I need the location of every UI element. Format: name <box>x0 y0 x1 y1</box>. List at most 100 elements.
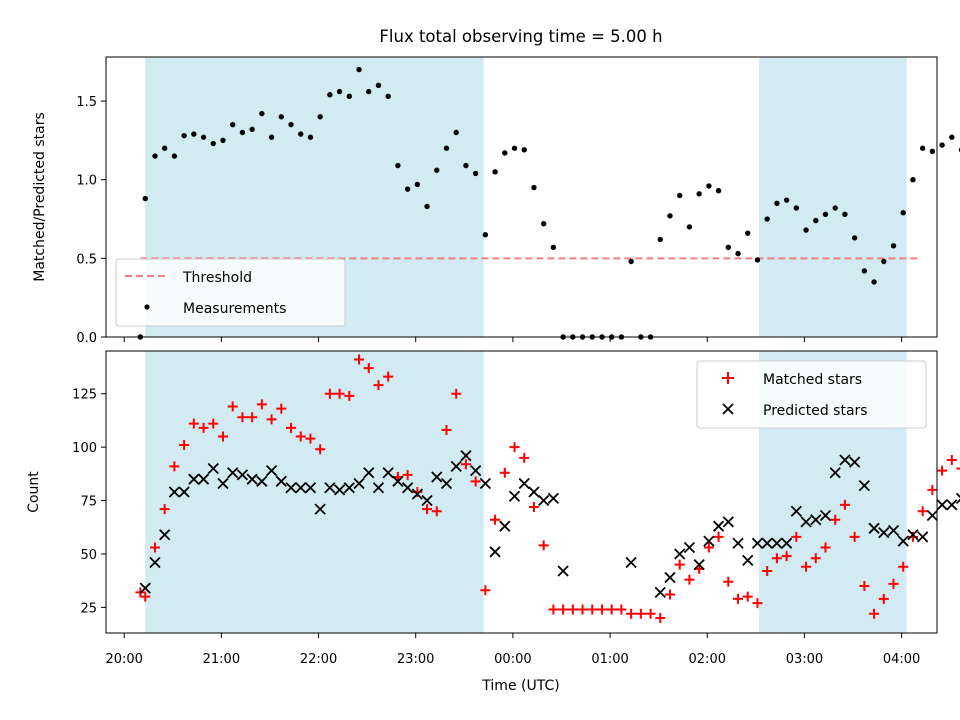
measurement-point <box>404 186 411 192</box>
matched-star-point <box>460 459 471 470</box>
predicted-star-point <box>625 556 637 569</box>
predicted-star-point <box>887 524 900 537</box>
measurement-point <box>540 221 547 227</box>
predicted-star-point <box>188 473 200 485</box>
predicted-star-point <box>917 531 929 543</box>
matched-star-point <box>198 422 209 433</box>
matched-star-point <box>305 433 316 444</box>
predicted-star-point <box>168 486 181 498</box>
x-tick-label: 00:00 <box>494 652 531 667</box>
predicted-star-point <box>314 503 326 515</box>
matched-star-point <box>820 542 831 553</box>
measurement-point <box>531 184 537 191</box>
predicted-star-point <box>333 484 346 496</box>
matched-star-point <box>383 371 394 382</box>
measurement-point <box>735 250 741 257</box>
measurement-point <box>774 200 780 206</box>
bottom-panel-ticks: 25 50 75 100 125 20:00 21:00 22:00 23:00 00:00 01:… <box>72 388 920 667</box>
measurement-point <box>686 224 693 230</box>
matched-star-point <box>286 422 297 433</box>
matched-star-point <box>266 414 277 425</box>
measurement-point <box>881 258 887 265</box>
measurement-point <box>745 230 751 236</box>
matched-star-point <box>324 388 335 399</box>
matched-star-point <box>684 574 695 585</box>
measurement-point <box>783 197 790 203</box>
matched-star-point <box>247 412 258 423</box>
predicted-star-point <box>674 548 686 560</box>
matched-star-point <box>519 452 530 463</box>
predicted-star-point <box>790 505 802 517</box>
matched-star-point <box>315 444 326 455</box>
bottom-y-axis-label: Count <box>26 471 42 513</box>
predicted-star-point <box>295 482 307 494</box>
x-tick-label: 01:00 <box>591 652 628 667</box>
predicted-star-point <box>722 516 734 528</box>
matched-star-point <box>859 581 870 591</box>
y-tick-label: 1.0 <box>76 174 97 189</box>
threshold-legend-label: Threshold <box>182 270 252 286</box>
predicted-star-point <box>440 477 453 490</box>
predicted-star-point <box>178 486 190 498</box>
matched-star-point <box>227 401 238 412</box>
measurement-point <box>472 170 479 177</box>
predicted-star-point <box>139 582 151 594</box>
y-tick-label: 0.0 <box>76 331 97 346</box>
x-tick-label: 22:00 <box>300 652 337 667</box>
matched-star-point <box>217 431 228 442</box>
measurement-point <box>793 205 800 211</box>
y-tick-label: 50 <box>80 548 97 563</box>
predicted-stars-legend-label: Predicted stars <box>763 403 868 419</box>
matched-star-point <box>626 608 637 619</box>
matched-star-point <box>869 608 880 619</box>
x-tick-label: 04:00 <box>883 652 920 667</box>
predicted-star-point <box>304 482 317 494</box>
matched-star-point <box>830 514 841 525</box>
y-tick-label: 1.5 <box>76 95 97 110</box>
matched-star-point <box>509 442 520 453</box>
predicted-star-point <box>324 482 336 494</box>
matched-star-point <box>635 608 646 619</box>
measurement-point <box>395 162 401 169</box>
measurement-point <box>210 140 216 147</box>
predicted-star-point <box>207 462 219 475</box>
predicted-star-point <box>819 509 832 522</box>
y-tick-label: 0.5 <box>76 252 97 267</box>
matched-star-point <box>538 540 549 551</box>
measurement-point <box>754 257 761 263</box>
matched-stars-legend-label: Matched stars <box>763 372 862 388</box>
x-tick-label: 23:00 <box>397 652 434 667</box>
predicted-star-point <box>363 467 375 479</box>
x-tick-label: 03:00 <box>786 652 823 667</box>
matched-star-point <box>528 501 539 512</box>
y-tick-label: 75 <box>80 495 97 510</box>
measurement-point <box>764 216 770 222</box>
matched-star-point <box>363 363 374 374</box>
measurement-point <box>307 134 314 140</box>
measurement-point <box>910 176 916 183</box>
predicted-star-point <box>159 529 171 541</box>
measurement-point <box>171 153 178 159</box>
matched-star-point <box>149 542 160 553</box>
top-legend: Threshold Measurements <box>115 258 346 327</box>
matched-star-point <box>713 531 724 542</box>
predicted-star-point <box>489 546 501 558</box>
measurement-point <box>249 126 255 133</box>
matched-star-point <box>946 454 957 465</box>
measurements-legend-swatch <box>144 304 150 310</box>
predicted-star-point <box>839 454 851 466</box>
measurement-point <box>482 232 489 238</box>
predicted-star-point <box>868 522 880 534</box>
predicted-star-point <box>275 475 287 487</box>
predicted-star-point <box>460 450 472 462</box>
matched-star-point <box>801 561 812 572</box>
predicted-star-point <box>907 529 919 541</box>
predicted-star-point <box>236 469 249 481</box>
predicted-star-point <box>149 556 161 569</box>
matched-star-point <box>256 399 267 410</box>
measurements-legend-label: Measurements <box>183 301 286 317</box>
measurement-point <box>346 93 353 100</box>
matched-star-point <box>596 604 607 615</box>
measurement-point <box>161 145 168 151</box>
measurement-point <box>230 121 236 128</box>
